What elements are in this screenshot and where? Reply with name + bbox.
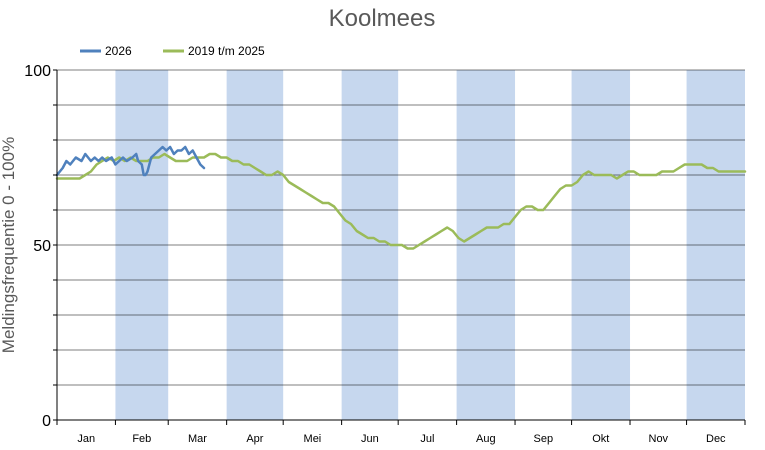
x-tick-labels: Jan Feb Mar Apr Mei Jun Jul Aug Sep Okt Nov Dec [77, 433, 726, 445]
chart-title: Koolmees [329, 5, 436, 32]
x-tick-label-feb: Feb [132, 433, 151, 445]
y-tick-labels: 0 50 100 [24, 63, 51, 430]
x-tick-label-jul: Jul [420, 433, 434, 445]
y-axis-label: Meldingsfrequentie 0 - 100% [0, 137, 18, 353]
x-tick-label-dec: Dec [706, 433, 726, 445]
y-tick-label: 50 [33, 238, 51, 255]
y-tick-label: 0 [42, 413, 51, 430]
x-tick-label-apr: Apr [246, 433, 263, 445]
gridlines [57, 69, 745, 386]
x-tick-label-mei: Mei [304, 433, 322, 445]
series-lines [55, 145, 747, 250]
y-tick-label: 100 [24, 63, 51, 80]
x-tick-label-sep: Sep [534, 433, 554, 445]
legend-entry-2019-t-m-2025: 2019 t/m 2025 [188, 44, 265, 58]
x-tick-label-okt: Okt [592, 433, 609, 445]
x-tick-label-jan: Jan [77, 433, 95, 445]
axes [53, 69, 746, 425]
x-tick-label-aug: Aug [476, 433, 496, 445]
series-line-2026 [55, 145, 206, 177]
x-tick-label-jun: Jun [361, 433, 379, 445]
legend: 2026 2019 t/m 2025 [80, 44, 265, 58]
legend-entry-2026: 2026 [105, 44, 132, 58]
x-tick-label-nov: Nov [649, 433, 669, 445]
series-line-2019-t-m-2025 [55, 152, 747, 250]
x-tick-label-mar: Mar [188, 433, 207, 445]
